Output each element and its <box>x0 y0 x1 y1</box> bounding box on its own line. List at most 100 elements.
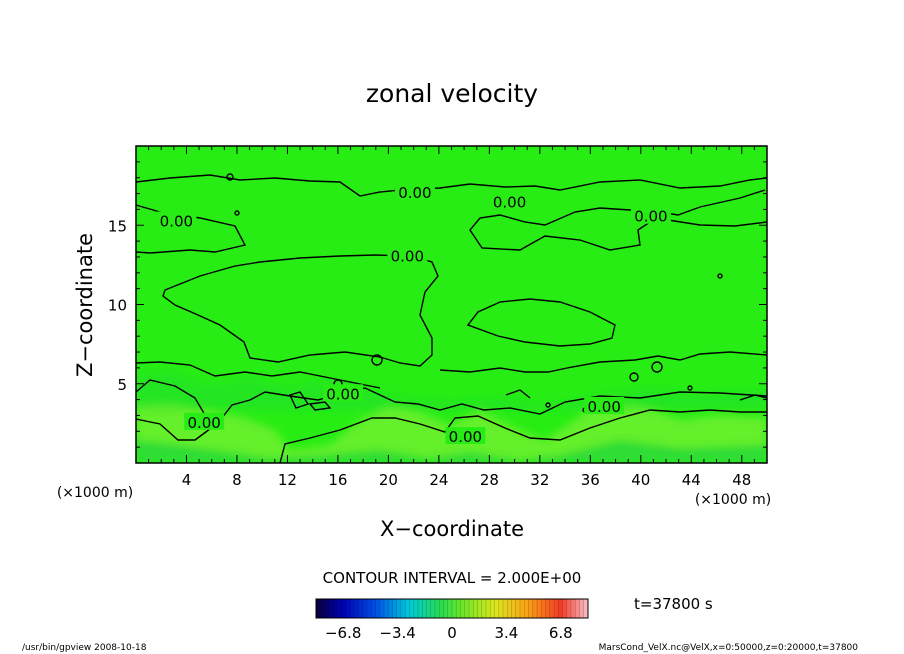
contour-line <box>308 401 332 411</box>
contour-line <box>651 361 663 373</box>
y-tick-label: 15 <box>108 217 127 235</box>
colorbar-tick-label: −6.8 <box>325 624 361 642</box>
contour-label: 0.00 <box>634 208 667 226</box>
y-axis-label: Z−coordinate <box>73 233 97 377</box>
colorbar-segment <box>328 599 334 618</box>
contour-label-bg <box>394 182 435 200</box>
colorbar-segment <box>375 599 381 618</box>
colorbar-segment <box>494 599 500 618</box>
x-tick-label: 40 <box>631 471 650 489</box>
colorbar-segment <box>554 599 559 618</box>
colorbar-segment <box>384 599 389 618</box>
colorbar-tick-label: −3.4 <box>379 624 415 642</box>
colorbar-segment <box>350 599 355 618</box>
contour-label-bg <box>156 211 197 229</box>
contour-line <box>289 391 310 409</box>
y-axis: 5 10 15 <box>108 161 767 448</box>
contour-line <box>136 418 219 441</box>
contour-label: 0.00 <box>187 414 220 432</box>
contour-line <box>545 402 551 408</box>
x-tick-label: 24 <box>429 471 448 489</box>
colorbar-tick-label: 0 <box>447 624 457 642</box>
colorbar-segment <box>507 599 512 618</box>
colorbar-segment <box>333 599 338 618</box>
colorbar-segment <box>566 599 572 618</box>
colorbar-segment <box>562 599 568 618</box>
colorbar-segment <box>430 599 436 618</box>
contour-label-bg <box>630 206 671 224</box>
colorbar-segment <box>371 599 376 618</box>
colorbar-segment <box>422 599 427 618</box>
colorbar-segment <box>452 599 457 618</box>
colorbar-segment <box>579 599 585 618</box>
contour-line <box>466 298 616 347</box>
colorbar-segment <box>473 599 478 618</box>
contour-line <box>279 409 767 463</box>
contour-interval-label: CONTOUR INTERVAL = 2.000E+00 <box>323 569 582 587</box>
contour-line <box>226 173 234 181</box>
contour-line <box>739 394 767 401</box>
contour-label-bg <box>445 427 486 445</box>
colorbar-segment <box>490 599 495 618</box>
colorbar-segment <box>503 599 508 618</box>
y-tick-label: 5 <box>117 376 127 394</box>
colorbar-segment <box>541 599 546 618</box>
colorbar-segment <box>401 599 406 618</box>
x-tick-label: 4 <box>182 471 192 489</box>
contour-label: 0.00 <box>398 184 431 202</box>
contour-line <box>162 254 439 367</box>
contour-label: 0.00 <box>326 385 359 403</box>
colorbar-segment <box>456 599 461 618</box>
x-axis: 4 8 12 16 20 24 28 32 36 40 44 48 <box>148 146 755 489</box>
colorbar-segment <box>532 599 538 618</box>
colorbar-segment <box>460 599 466 618</box>
contour-label-bg <box>489 192 530 210</box>
contour-label: 0.00 <box>449 428 482 446</box>
x-tick-label: 48 <box>732 471 751 489</box>
colorbar-segment <box>469 599 474 618</box>
contour-labels: 0.00 0.00 0.00 0.00 0.00 0.00 0.00 0.00 0.00 <box>156 182 671 446</box>
contour-label-bg <box>184 412 225 430</box>
contour-line <box>629 372 639 382</box>
colorbar-segment <box>443 599 449 618</box>
x-axis-label: X−coordinate <box>380 517 524 541</box>
colorbar-segment <box>537 599 542 618</box>
chart-title: zonal velocity <box>366 79 538 108</box>
colorbar-segment <box>575 599 580 618</box>
colorbar <box>315 599 589 618</box>
x-tick-label: 32 <box>530 471 549 489</box>
colorbar-segment <box>435 599 440 618</box>
colorbar-segment <box>392 599 398 618</box>
footer-left: /usr/bin/gpview 2008-10-18 <box>22 643 147 653</box>
field-shading-weak <box>136 440 767 463</box>
colorbar-segment <box>413 599 419 618</box>
y-tick-label: 10 <box>108 297 127 315</box>
x-tick-label: 28 <box>480 471 499 489</box>
colorbar-segment <box>583 599 589 618</box>
colorbar-segment <box>464 599 470 618</box>
colorbar-tick-label: 3.4 <box>494 624 518 642</box>
contour-label: 0.00 <box>587 398 620 416</box>
colorbar-segment <box>558 599 563 618</box>
contour-line <box>136 361 381 389</box>
contour-line <box>717 273 723 279</box>
colorbar-segment <box>367 599 372 618</box>
contour-label-bg <box>387 246 428 264</box>
colorbar-segment <box>524 599 529 618</box>
contour-line <box>136 174 767 197</box>
colorbar-segment <box>341 599 347 618</box>
colorbar-segment <box>409 599 415 618</box>
contour-line <box>505 389 531 399</box>
time-label: t=37800 s <box>634 595 713 613</box>
x-right-unit-label: (×1000 m) <box>695 492 771 508</box>
contour-line <box>439 351 767 373</box>
colorbar-segment <box>316 599 321 618</box>
x-tick-label: 36 <box>581 471 600 489</box>
x-tick-label: 44 <box>682 471 701 489</box>
colorbar-segment <box>486 599 491 618</box>
colorbar-segment <box>337 599 342 618</box>
contour-label-bg <box>584 396 625 414</box>
x-tick-label: 12 <box>278 471 297 489</box>
x-tick-label: 20 <box>379 471 398 489</box>
footer-right: MarsCond_VelX.nc@VelX,x=0:50000,z=0:2000… <box>599 643 859 653</box>
